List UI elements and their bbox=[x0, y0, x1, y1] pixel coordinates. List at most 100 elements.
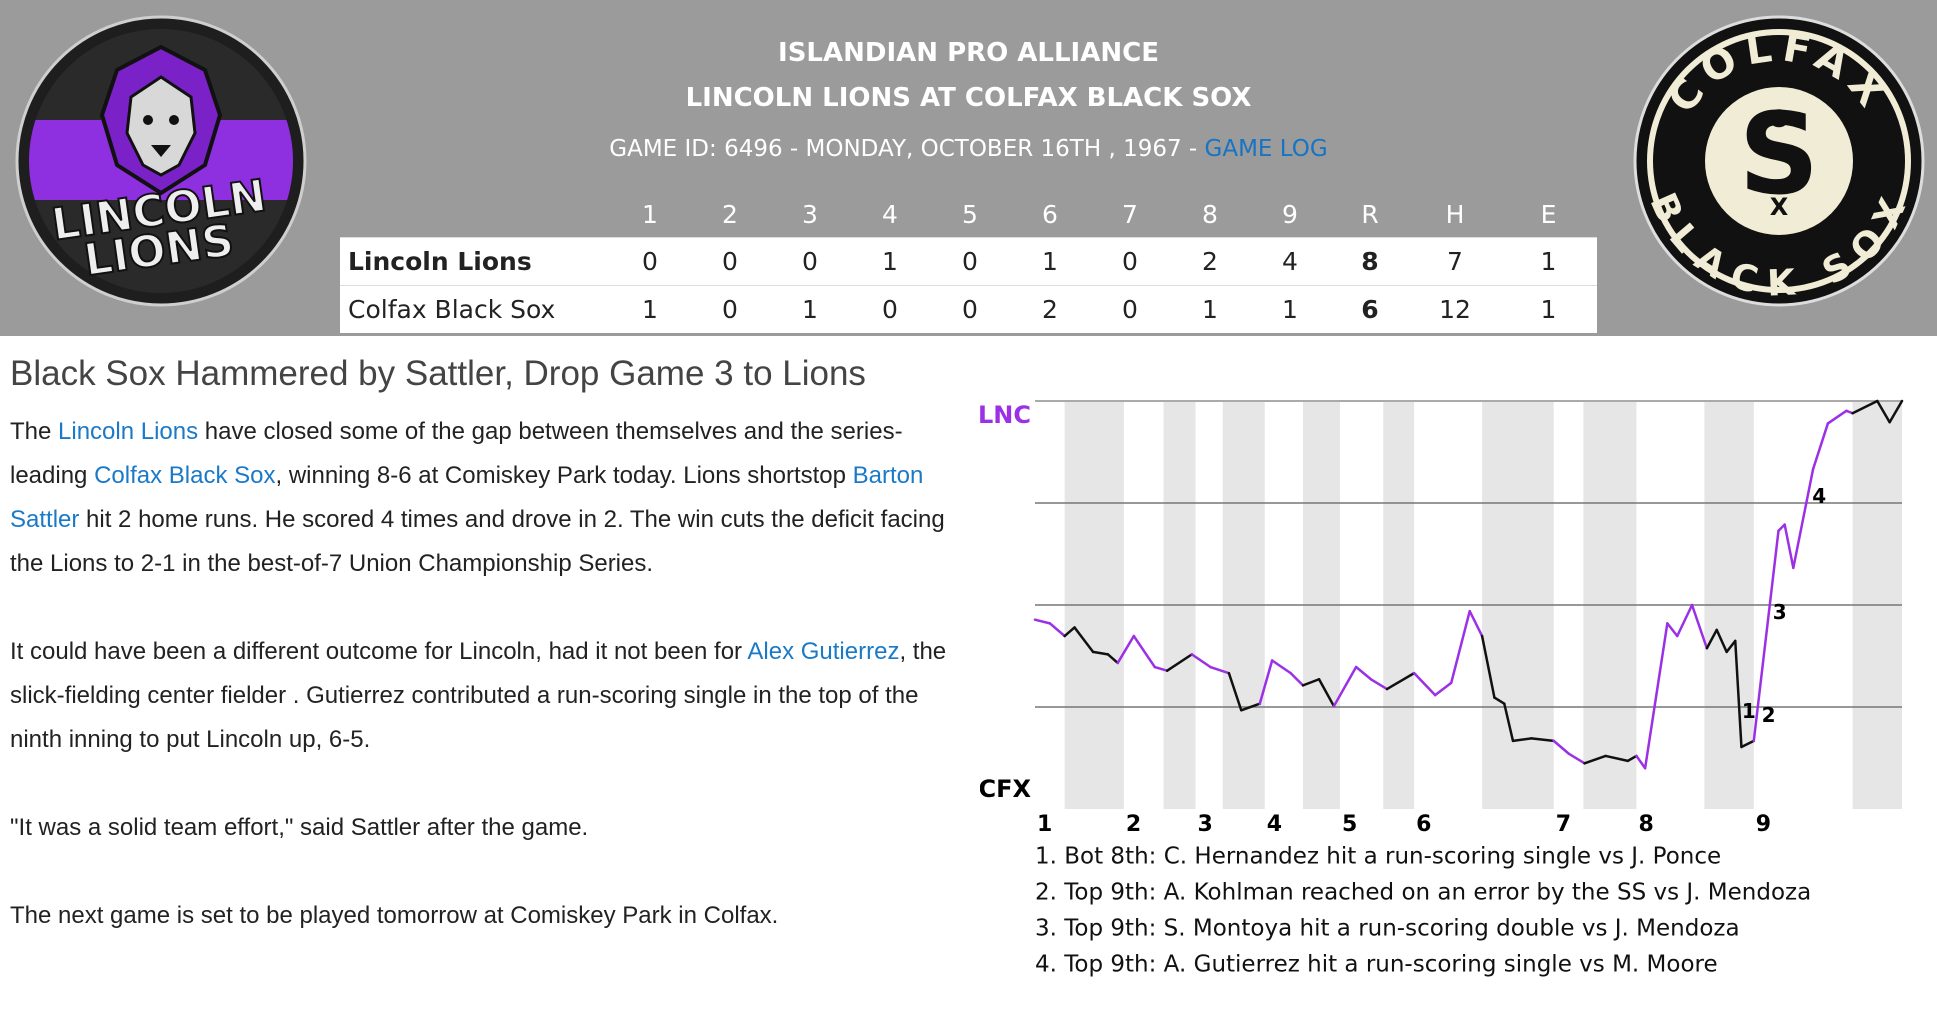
link[interactable]: Barton Sattler bbox=[10, 462, 924, 533]
text: It could have been a different outcome f… bbox=[10, 638, 748, 665]
annotation-note: 2. Top 9th: A. Kohlman reached on an err… bbox=[1035, 880, 1811, 906]
header-cell: 3 bbox=[802, 199, 818, 229]
win-probability-segment bbox=[1740, 739, 1756, 749]
score-cell: 4 bbox=[1250, 237, 1330, 286]
paragraph: "It was a solid team effort," said Sattl… bbox=[10, 806, 960, 850]
header-cell: 8 bbox=[1202, 199, 1218, 229]
annotation-marker: 2 bbox=[1762, 703, 1776, 727]
win-probability-segment bbox=[1289, 671, 1305, 687]
score-cell: 0 bbox=[770, 237, 850, 286]
win-probability-segment bbox=[1643, 622, 1669, 770]
win-probability-segment bbox=[1132, 634, 1157, 669]
inning-label: 5 bbox=[1342, 812, 1357, 837]
win-probability-segment bbox=[1567, 752, 1586, 765]
home-logo: COLFAX BLACK SOX S O X bbox=[1633, 15, 1925, 307]
win-probability-segment bbox=[1530, 737, 1555, 743]
header-cell: 6 bbox=[1042, 199, 1058, 229]
win-probability-segment bbox=[1666, 622, 1679, 638]
win-probability-segment bbox=[1048, 622, 1066, 638]
win-probability-segment bbox=[1153, 665, 1169, 672]
inning-label: 2 bbox=[1126, 812, 1141, 837]
win-probability-segment bbox=[1792, 467, 1815, 570]
win-probability-segment bbox=[1734, 639, 1743, 749]
header-cell: 5 bbox=[962, 199, 978, 229]
score-cell: 2 bbox=[1010, 285, 1090, 333]
header-cell: E bbox=[1540, 199, 1557, 229]
win-probability-segment bbox=[1270, 659, 1292, 675]
header-cell bbox=[340, 191, 610, 238]
headline: Black Sox Hammered by Sattler, Drop Game… bbox=[10, 354, 866, 393]
linescore-header: 1 2 3 4 5 6 7 8 9 R H E bbox=[340, 191, 1597, 238]
paragraph: It could have been a different outcome f… bbox=[10, 630, 960, 762]
text: have closed some of the gap between them… bbox=[10, 418, 903, 489]
header-cell: 2 bbox=[722, 199, 738, 229]
win-probability-segment bbox=[1675, 603, 1694, 638]
logo-text: O bbox=[1769, 105, 1789, 133]
win-probability-segment bbox=[1301, 678, 1321, 687]
logo-text: X bbox=[1770, 193, 1789, 221]
win-probability-segment bbox=[1635, 754, 1647, 770]
link[interactable]: Alex Gutierrez bbox=[747, 638, 900, 665]
text: "It was a solid team effort," said Sattl… bbox=[10, 814, 589, 841]
win-probability-segment bbox=[1354, 665, 1373, 681]
score-cell: 2 bbox=[1170, 237, 1250, 286]
inning-label: 1 bbox=[1037, 812, 1052, 837]
paragraph: The Lincoln Lions have closed some of th… bbox=[10, 410, 960, 586]
win-probability-segment bbox=[1705, 628, 1718, 650]
win-probability-segment bbox=[1468, 609, 1484, 638]
win-probability-segment bbox=[1888, 399, 1904, 424]
win-probability-segment bbox=[1493, 696, 1506, 705]
link[interactable]: Colfax Black Sox bbox=[94, 462, 276, 489]
linescore-row: Lincoln Lions 0 0 0 1 0 1 0 2 4 8 7 1 bbox=[340, 237, 1597, 286]
game-info-text: GAME ID: 6496 - MONDAY, OCTOBER 16TH , 1… bbox=[609, 136, 1205, 162]
game-log-link[interactable]: GAME LOG bbox=[1204, 136, 1328, 162]
top-team-label: LNC bbox=[980, 401, 1031, 429]
win-probability-segment bbox=[1503, 702, 1515, 743]
score-cell: 1 bbox=[1500, 285, 1597, 333]
text: The bbox=[10, 418, 59, 445]
win-probability-segment bbox=[1385, 671, 1416, 691]
logo-text: S bbox=[1739, 90, 1820, 220]
win-probability-segment bbox=[1063, 626, 1076, 638]
win-probability-segment bbox=[1433, 681, 1453, 697]
score-cell: 8 bbox=[1330, 237, 1410, 286]
score-cell: 1 bbox=[610, 285, 690, 333]
win-probability-segment bbox=[1106, 653, 1119, 665]
win-probability-segment bbox=[1227, 671, 1243, 712]
text: , winning 8-6 at Comiskey Park today. Li… bbox=[275, 462, 853, 489]
header-cell: 9 bbox=[1282, 199, 1298, 229]
annotation-note: 3. Top 9th: S. Montoya hit a run-scoring… bbox=[1035, 916, 1740, 942]
inning-label: 6 bbox=[1416, 812, 1431, 837]
score-cell: 1 bbox=[770, 285, 850, 333]
win-probability-segment bbox=[1116, 634, 1136, 665]
score-cell: 1 bbox=[1010, 237, 1090, 286]
matchup-title: LINCOLN LIONS AT COLFAX BLACK SOX bbox=[685, 83, 1252, 113]
score-cell: 0 bbox=[610, 237, 690, 286]
league-title: ISLANDIAN PRO ALLIANCE bbox=[778, 38, 1159, 68]
win-probability-segment bbox=[1725, 639, 1737, 654]
win-probability-segment bbox=[1240, 702, 1262, 712]
annotation-marker: 4 bbox=[1812, 484, 1826, 508]
score-cell: 12 bbox=[1410, 285, 1500, 333]
win-probability-segment bbox=[1511, 737, 1533, 743]
header-cell: 1 bbox=[642, 199, 658, 229]
inning-label: 4 bbox=[1267, 812, 1282, 837]
team-name: Colfax Black Sox bbox=[340, 285, 610, 333]
annotation-marker: 3 bbox=[1773, 600, 1787, 624]
header-cell: 7 bbox=[1122, 199, 1138, 229]
score-cell: 0 bbox=[1090, 237, 1170, 286]
link[interactable]: Lincoln Lions bbox=[58, 418, 199, 445]
win-probability-segment bbox=[1258, 659, 1274, 705]
score-cell: 0 bbox=[930, 285, 1010, 333]
win-probability-segment bbox=[1091, 650, 1110, 656]
win-probability-segment bbox=[1165, 653, 1194, 672]
inning-label: 7 bbox=[1556, 812, 1571, 837]
win-probability-segment bbox=[1604, 754, 1630, 763]
score-cell: 0 bbox=[1090, 285, 1170, 333]
bottom-team-label: CFX bbox=[980, 775, 1031, 803]
win-probability-segment bbox=[1332, 665, 1358, 708]
win-probability-segment bbox=[1449, 609, 1471, 685]
linescore-row: Colfax Black Sox 1 0 1 0 0 2 0 1 1 6 12 1 bbox=[340, 285, 1597, 333]
